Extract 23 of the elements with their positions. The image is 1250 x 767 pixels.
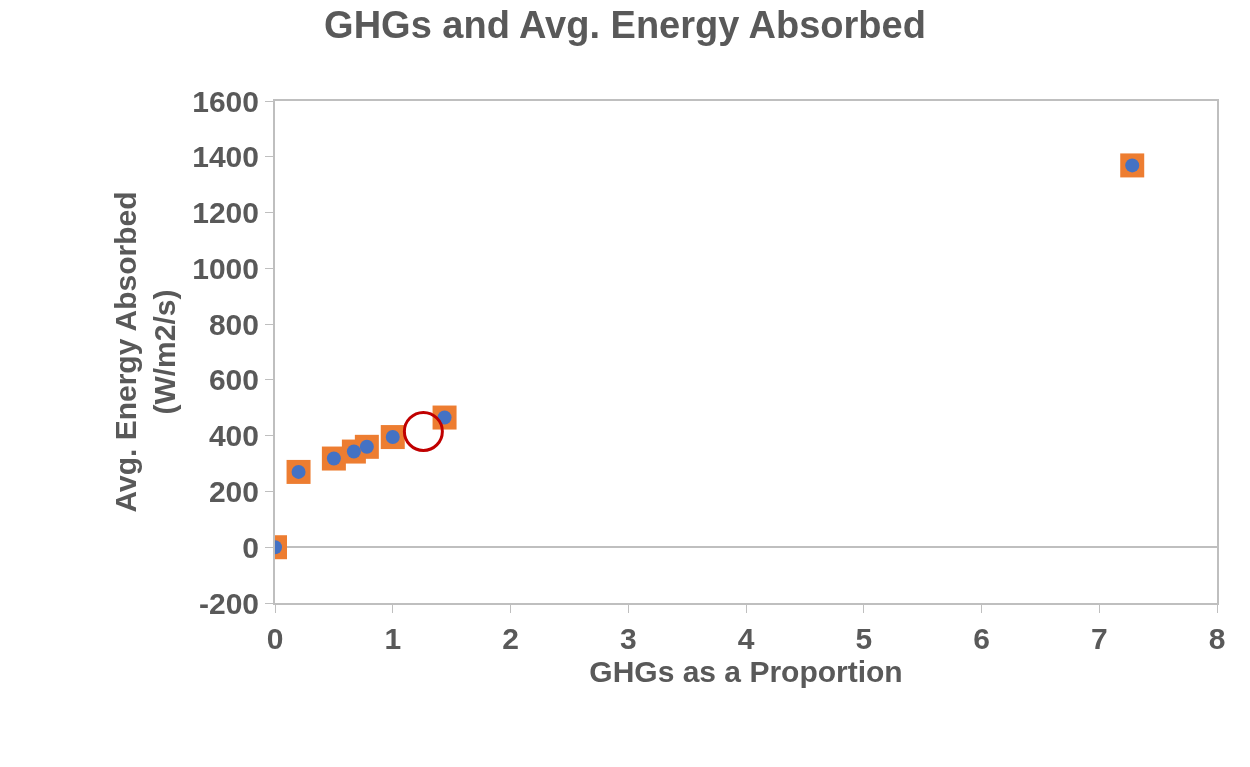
x-axis-title: GHGs as a Proportion bbox=[589, 655, 903, 688]
y-tick-label: 800 bbox=[208, 307, 259, 341]
y-tick-label: 1400 bbox=[192, 140, 259, 174]
point bbox=[402, 410, 444, 452]
x-tick-label: 5 bbox=[855, 622, 873, 655]
x-tick-label: 8 bbox=[1208, 622, 1226, 655]
y-tick-label: 200 bbox=[208, 474, 259, 508]
y-tick-label: 400 bbox=[208, 419, 259, 453]
y-tick-label: 1000 bbox=[192, 251, 259, 285]
y-axis-title: Avg. Energy Absorbed (W/m2/s) bbox=[108, 191, 181, 513]
x-tick-label: 0 bbox=[266, 622, 284, 655]
x-tick-label: 3 bbox=[619, 622, 637, 655]
y-tick-label: 1200 bbox=[192, 196, 259, 230]
y-tick-label: -200 bbox=[198, 586, 259, 620]
x-tick-label: 1 bbox=[384, 622, 402, 655]
x-tick-label: 2 bbox=[502, 622, 519, 655]
x-tick-label: 7 bbox=[1090, 622, 1108, 655]
x-tick-label: 4 bbox=[737, 622, 755, 655]
chart-title: GHGs and Avg. Energy Absorbed bbox=[324, 4, 926, 47]
y-tick-label: 600 bbox=[208, 363, 259, 397]
y-tick-label: 0 bbox=[242, 530, 259, 564]
x-tick-label: 6 bbox=[973, 622, 990, 655]
y-tick-label: 1600 bbox=[192, 84, 259, 118]
